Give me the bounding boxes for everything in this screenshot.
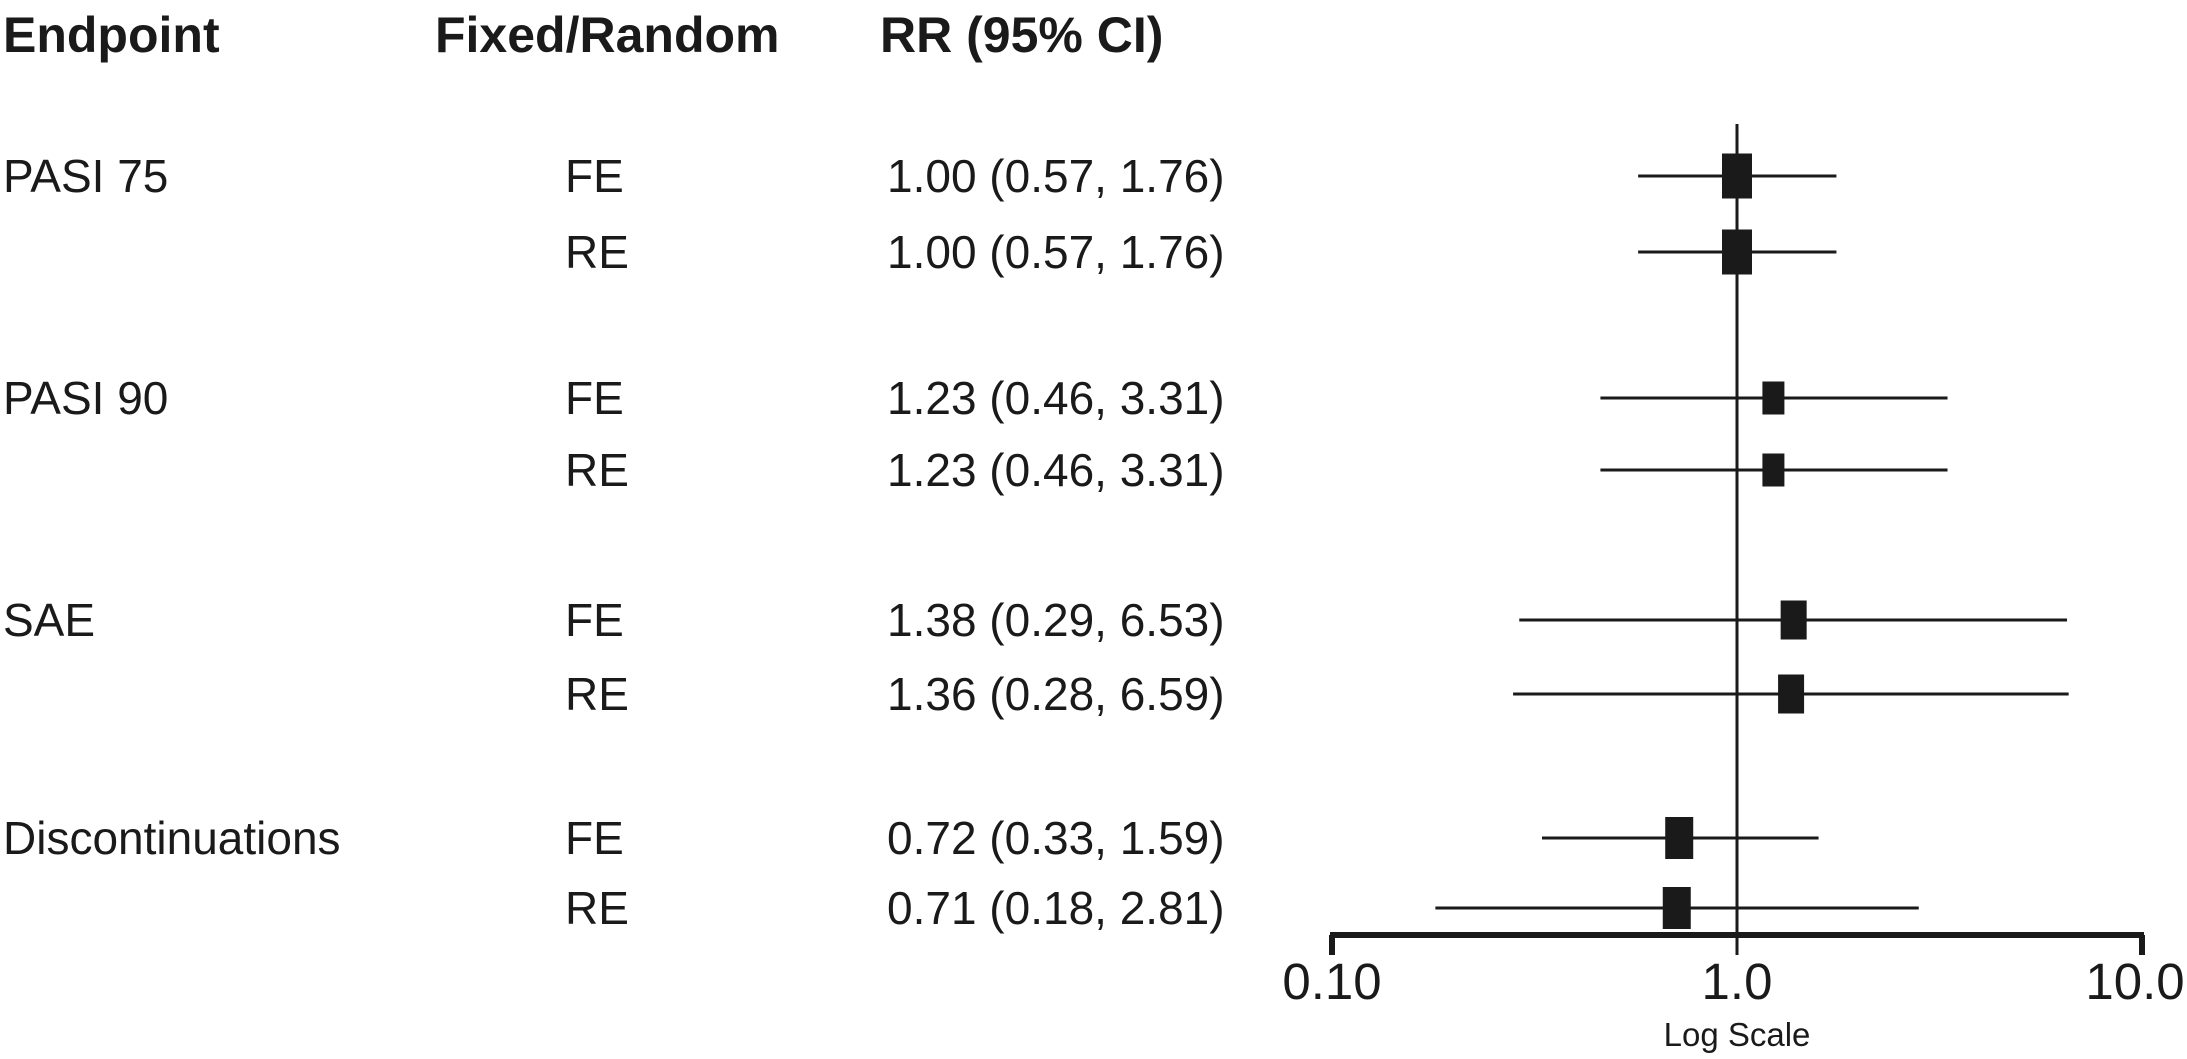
model-label: RE bbox=[565, 882, 629, 934]
point-estimate-marker bbox=[1722, 229, 1752, 275]
model-label: FE bbox=[565, 372, 624, 424]
rr-ci-value: 0.71 (0.18, 2.81) bbox=[887, 882, 1225, 934]
x-axis-tick-label: 1.0 bbox=[1701, 953, 1773, 1010]
column-header-endpoint: Endpoint bbox=[3, 7, 220, 63]
x-axis-tick-label: 0.10 bbox=[1282, 953, 1382, 1010]
x-axis-title: Log Scale bbox=[1663, 1016, 1811, 1053]
rr-ci-value: 1.38 (0.29, 6.53) bbox=[887, 594, 1225, 646]
point-estimate-marker bbox=[1780, 600, 1807, 640]
point-estimate-marker bbox=[1778, 674, 1805, 714]
point-estimate-marker bbox=[1665, 817, 1694, 859]
model-label: FE bbox=[565, 812, 624, 864]
x-axis-tick-label: 10.0 bbox=[2085, 953, 2185, 1010]
rr-ci-value: 0.72 (0.33, 1.59) bbox=[887, 812, 1225, 864]
model-label: RE bbox=[565, 444, 629, 496]
model-label: RE bbox=[565, 226, 629, 278]
rr-ci-value: 1.23 (0.46, 3.31) bbox=[887, 372, 1225, 424]
endpoint-label: Discontinuations bbox=[3, 812, 341, 864]
column-header-fixed-random: Fixed/Random bbox=[435, 7, 780, 63]
point-estimate-marker bbox=[1762, 453, 1785, 487]
rr-ci-value: 1.23 (0.46, 3.31) bbox=[887, 444, 1225, 496]
model-label: FE bbox=[565, 594, 624, 646]
point-estimate-marker bbox=[1722, 153, 1752, 199]
rr-ci-value: 1.00 (0.57, 1.76) bbox=[887, 150, 1225, 202]
point-estimate-marker bbox=[1762, 381, 1785, 415]
rr-ci-value: 1.36 (0.28, 6.59) bbox=[887, 668, 1225, 720]
endpoint-label: PASI 90 bbox=[3, 372, 169, 424]
endpoint-label: PASI 75 bbox=[3, 150, 169, 202]
column-header-rr-ci: RR (95% CI) bbox=[880, 7, 1164, 63]
point-estimate-marker bbox=[1662, 887, 1691, 929]
endpoint-label: SAE bbox=[3, 594, 96, 646]
model-label: RE bbox=[565, 668, 629, 720]
model-label: FE bbox=[565, 150, 624, 202]
rr-ci-value: 1.00 (0.57, 1.76) bbox=[887, 226, 1225, 278]
